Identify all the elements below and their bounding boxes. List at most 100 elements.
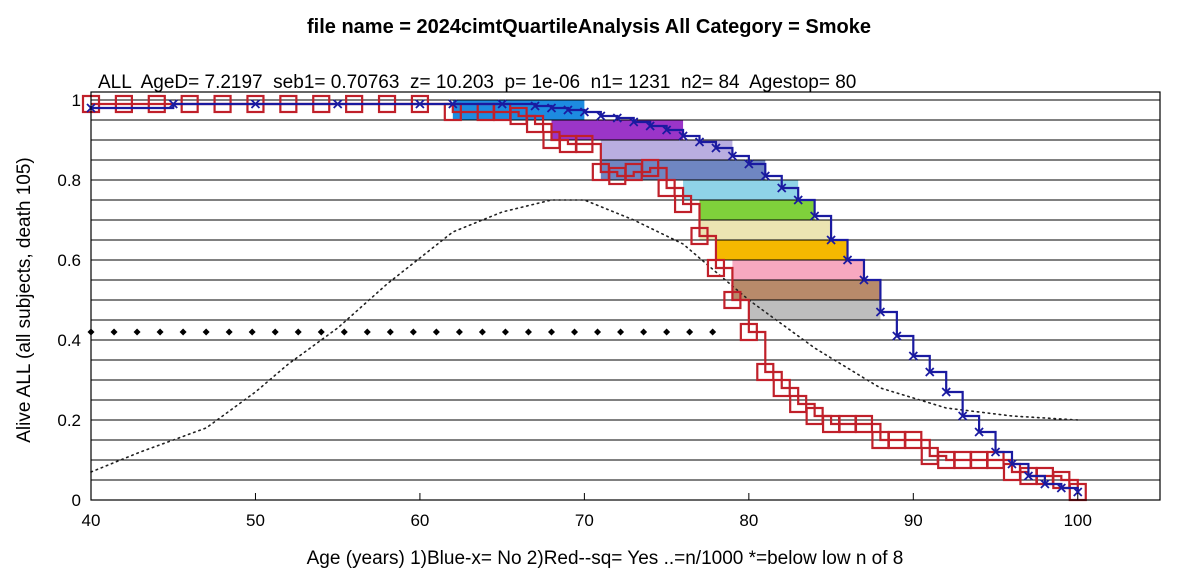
blue-x-marker-12 xyxy=(612,113,622,123)
x-tick-label-6: 100 xyxy=(1064,511,1092,530)
diamond-marker-17 xyxy=(478,328,486,336)
red-square-marker-1 xyxy=(114,94,133,114)
red-square-marker-22 xyxy=(641,158,660,178)
diamond-marker-4 xyxy=(179,328,187,336)
blue-x-marker-36 xyxy=(1007,459,1017,469)
x-tick-label-5: 90 xyxy=(904,511,923,530)
blue-x-marker-2 xyxy=(250,99,261,109)
diamond-marker-18 xyxy=(501,328,509,336)
red-square-marker-2 xyxy=(147,94,166,114)
blue-x-marker-17 xyxy=(694,137,705,147)
x-tick-label-2: 60 xyxy=(410,511,429,530)
y-tick-label-5: 1 xyxy=(72,91,81,110)
bands-layer xyxy=(452,100,881,320)
diamond-marker-13 xyxy=(386,328,394,336)
blue-x-marker-18 xyxy=(711,143,721,153)
red-square-marker-30 xyxy=(772,378,791,398)
blue-x-marker-25 xyxy=(826,235,836,245)
diamond-marker-15 xyxy=(432,328,440,336)
band-4 xyxy=(683,180,799,200)
diamond-marker-16 xyxy=(455,328,463,336)
blue-x-marker-35 xyxy=(990,447,1001,457)
blue-x-marker-33 xyxy=(958,411,968,421)
blue-x-marker-19 xyxy=(727,151,738,161)
blue-x-marker-20 xyxy=(744,159,754,169)
axes-layer: 40 50 60 70 80 90 100 0 0.2 0.4 0.6 0.8 1 xyxy=(57,91,1161,530)
blue-x-marker-3 xyxy=(333,99,343,109)
blue-x-marker-40 xyxy=(1073,487,1083,497)
diamond-marker-20 xyxy=(547,328,555,336)
plot-frame xyxy=(90,91,1161,501)
blue-x-marker-32 xyxy=(941,387,951,397)
diamond-marker-19 xyxy=(524,328,532,336)
y-axis-label: Alive ALL (all subjects, death 105) xyxy=(14,157,35,443)
y-tick-label-0: 0 xyxy=(72,491,81,510)
red-square-marker-23 xyxy=(657,178,676,198)
diamond-marker-6 xyxy=(225,328,233,336)
red-square-marker-15 xyxy=(525,114,545,134)
diamond-marker-2 xyxy=(133,328,141,336)
band-6 xyxy=(699,220,832,240)
x-tick-label-3: 70 xyxy=(575,511,594,530)
blue-x-marker-8 xyxy=(546,103,557,113)
diamond-marker-23 xyxy=(617,328,625,336)
grid-layer xyxy=(91,99,1160,501)
blue-x-marker-22 xyxy=(777,183,787,193)
blue-x-marker-5 xyxy=(448,99,458,109)
red-square-marker-27 xyxy=(723,290,742,310)
x-tick-label-0: 40 xyxy=(82,511,101,530)
blue-x-marker-21 xyxy=(760,171,770,181)
chart-title: file name = 2024cimtQuartileAnalysis All… xyxy=(307,16,871,38)
blue-x-marker-26 xyxy=(842,255,853,265)
diamond-marker-3 xyxy=(156,328,164,336)
diamond-marker-9 xyxy=(294,328,302,336)
blue-x-marker-31 xyxy=(925,367,935,377)
series-n-per-1000-line xyxy=(90,199,1079,473)
red-square-marker-31 xyxy=(789,394,808,414)
series-blue-no-line xyxy=(91,102,1079,492)
y-tick-label-1: 0.2 xyxy=(57,411,81,430)
blue-x-marker-4 xyxy=(415,99,425,109)
blue-x-marker-13 xyxy=(629,117,639,127)
blue-x-marker-28 xyxy=(875,307,886,317)
diamond-marker-26 xyxy=(686,328,694,336)
red-square-marker-35 xyxy=(854,414,874,434)
band-9 xyxy=(732,280,881,300)
diamond-marker-7 xyxy=(248,328,256,336)
blue-x-marker-34 xyxy=(974,427,984,437)
band-8 xyxy=(732,260,864,280)
x-tick-label-4: 80 xyxy=(739,511,758,530)
blue-x-marker-27 xyxy=(859,275,869,285)
blue-x-marker-29 xyxy=(892,331,902,341)
blue-x-marker-11 xyxy=(596,111,606,121)
diamond-marker-5 xyxy=(202,328,210,336)
blue-x-marker-1 xyxy=(168,99,178,109)
red-square-marker-38 xyxy=(904,430,923,450)
blue-x-marker-37 xyxy=(1023,471,1034,481)
diamond-marker-24 xyxy=(640,328,648,336)
blue-x-marker-6 xyxy=(497,99,507,109)
red-square-marker-29 xyxy=(756,362,775,382)
y-tick-label-2: 0.4 xyxy=(57,331,81,350)
blue-x-marker-39 xyxy=(1056,483,1066,493)
red-square-marker-18 xyxy=(575,134,594,154)
red-square-marker-28 xyxy=(739,322,758,342)
red-square-marker-25 xyxy=(690,226,709,246)
band-10 xyxy=(748,300,881,320)
diamond-marker-21 xyxy=(571,328,579,336)
blue-x-marker-38 xyxy=(1040,479,1050,489)
series-red-yes-line xyxy=(91,102,1079,492)
y-tick-label-4: 0.8 xyxy=(57,171,81,190)
diamond-marker-12 xyxy=(363,328,371,336)
diamond-marker-25 xyxy=(663,328,671,336)
diamond-marker-27 xyxy=(709,328,717,336)
blue-x-marker-24 xyxy=(809,211,820,221)
blue-x-marker-30 xyxy=(908,351,918,361)
series-layer xyxy=(81,94,1087,502)
blue-x-marker-16 xyxy=(678,131,688,141)
band-2 xyxy=(600,140,733,160)
diamond-marker-10 xyxy=(317,328,325,336)
band-5 xyxy=(699,200,815,220)
diamond-marker-14 xyxy=(409,328,417,336)
